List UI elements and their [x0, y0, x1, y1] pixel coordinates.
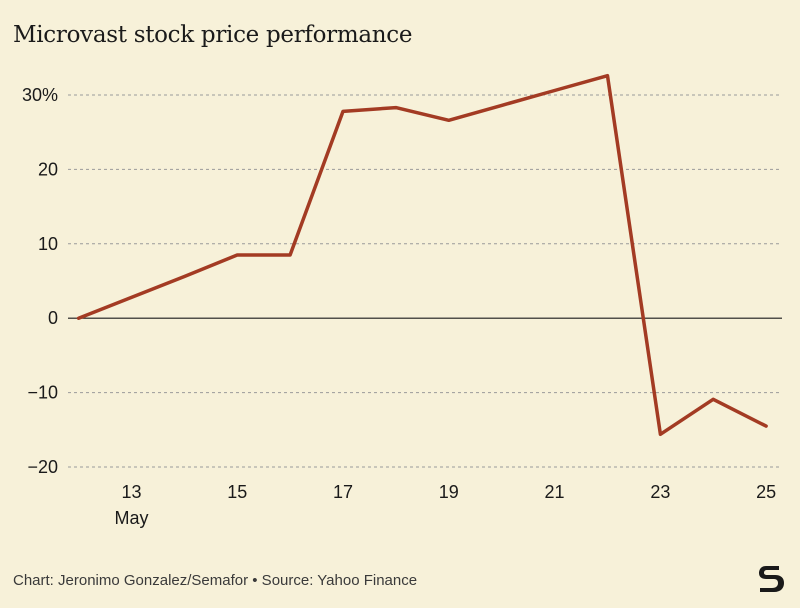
x-tick-label: 17	[333, 482, 353, 502]
x-tick-label: 19	[439, 482, 459, 502]
y-axis-ticks: 30% 20 10 0 −10 −20	[22, 85, 58, 477]
y-tick-label: 10	[38, 234, 58, 254]
semafor-logo-icon	[759, 566, 784, 592]
x-month-label: May	[114, 508, 148, 528]
x-tick-label: 15	[227, 482, 247, 502]
y-tick-label: −10	[27, 383, 58, 403]
x-tick-label: 23	[650, 482, 670, 502]
x-tick-label: 25	[756, 482, 776, 502]
series-line	[76, 73, 768, 437]
line-chart: 30% 20 10 0 −10 −20 13 15 17 19 21 23 25 May	[22, 73, 782, 528]
series-lines	[76, 73, 768, 437]
chart-title: Microvast stock price performance	[13, 22, 413, 48]
x-tick-label: 21	[545, 482, 565, 502]
y-tick-label: −20	[27, 457, 58, 477]
x-tick-label: 13	[121, 482, 141, 502]
y-tick-label: 20	[38, 159, 58, 179]
y-tick-label: 0	[48, 308, 58, 328]
gridlines	[68, 94, 782, 468]
source-credit: Chart: Jeronimo Gonzalez/Semafor • Sourc…	[13, 572, 418, 589]
x-axis-ticks: 13 15 17 19 21 23 25 May	[114, 482, 776, 528]
y-tick-label: 30%	[22, 85, 58, 105]
